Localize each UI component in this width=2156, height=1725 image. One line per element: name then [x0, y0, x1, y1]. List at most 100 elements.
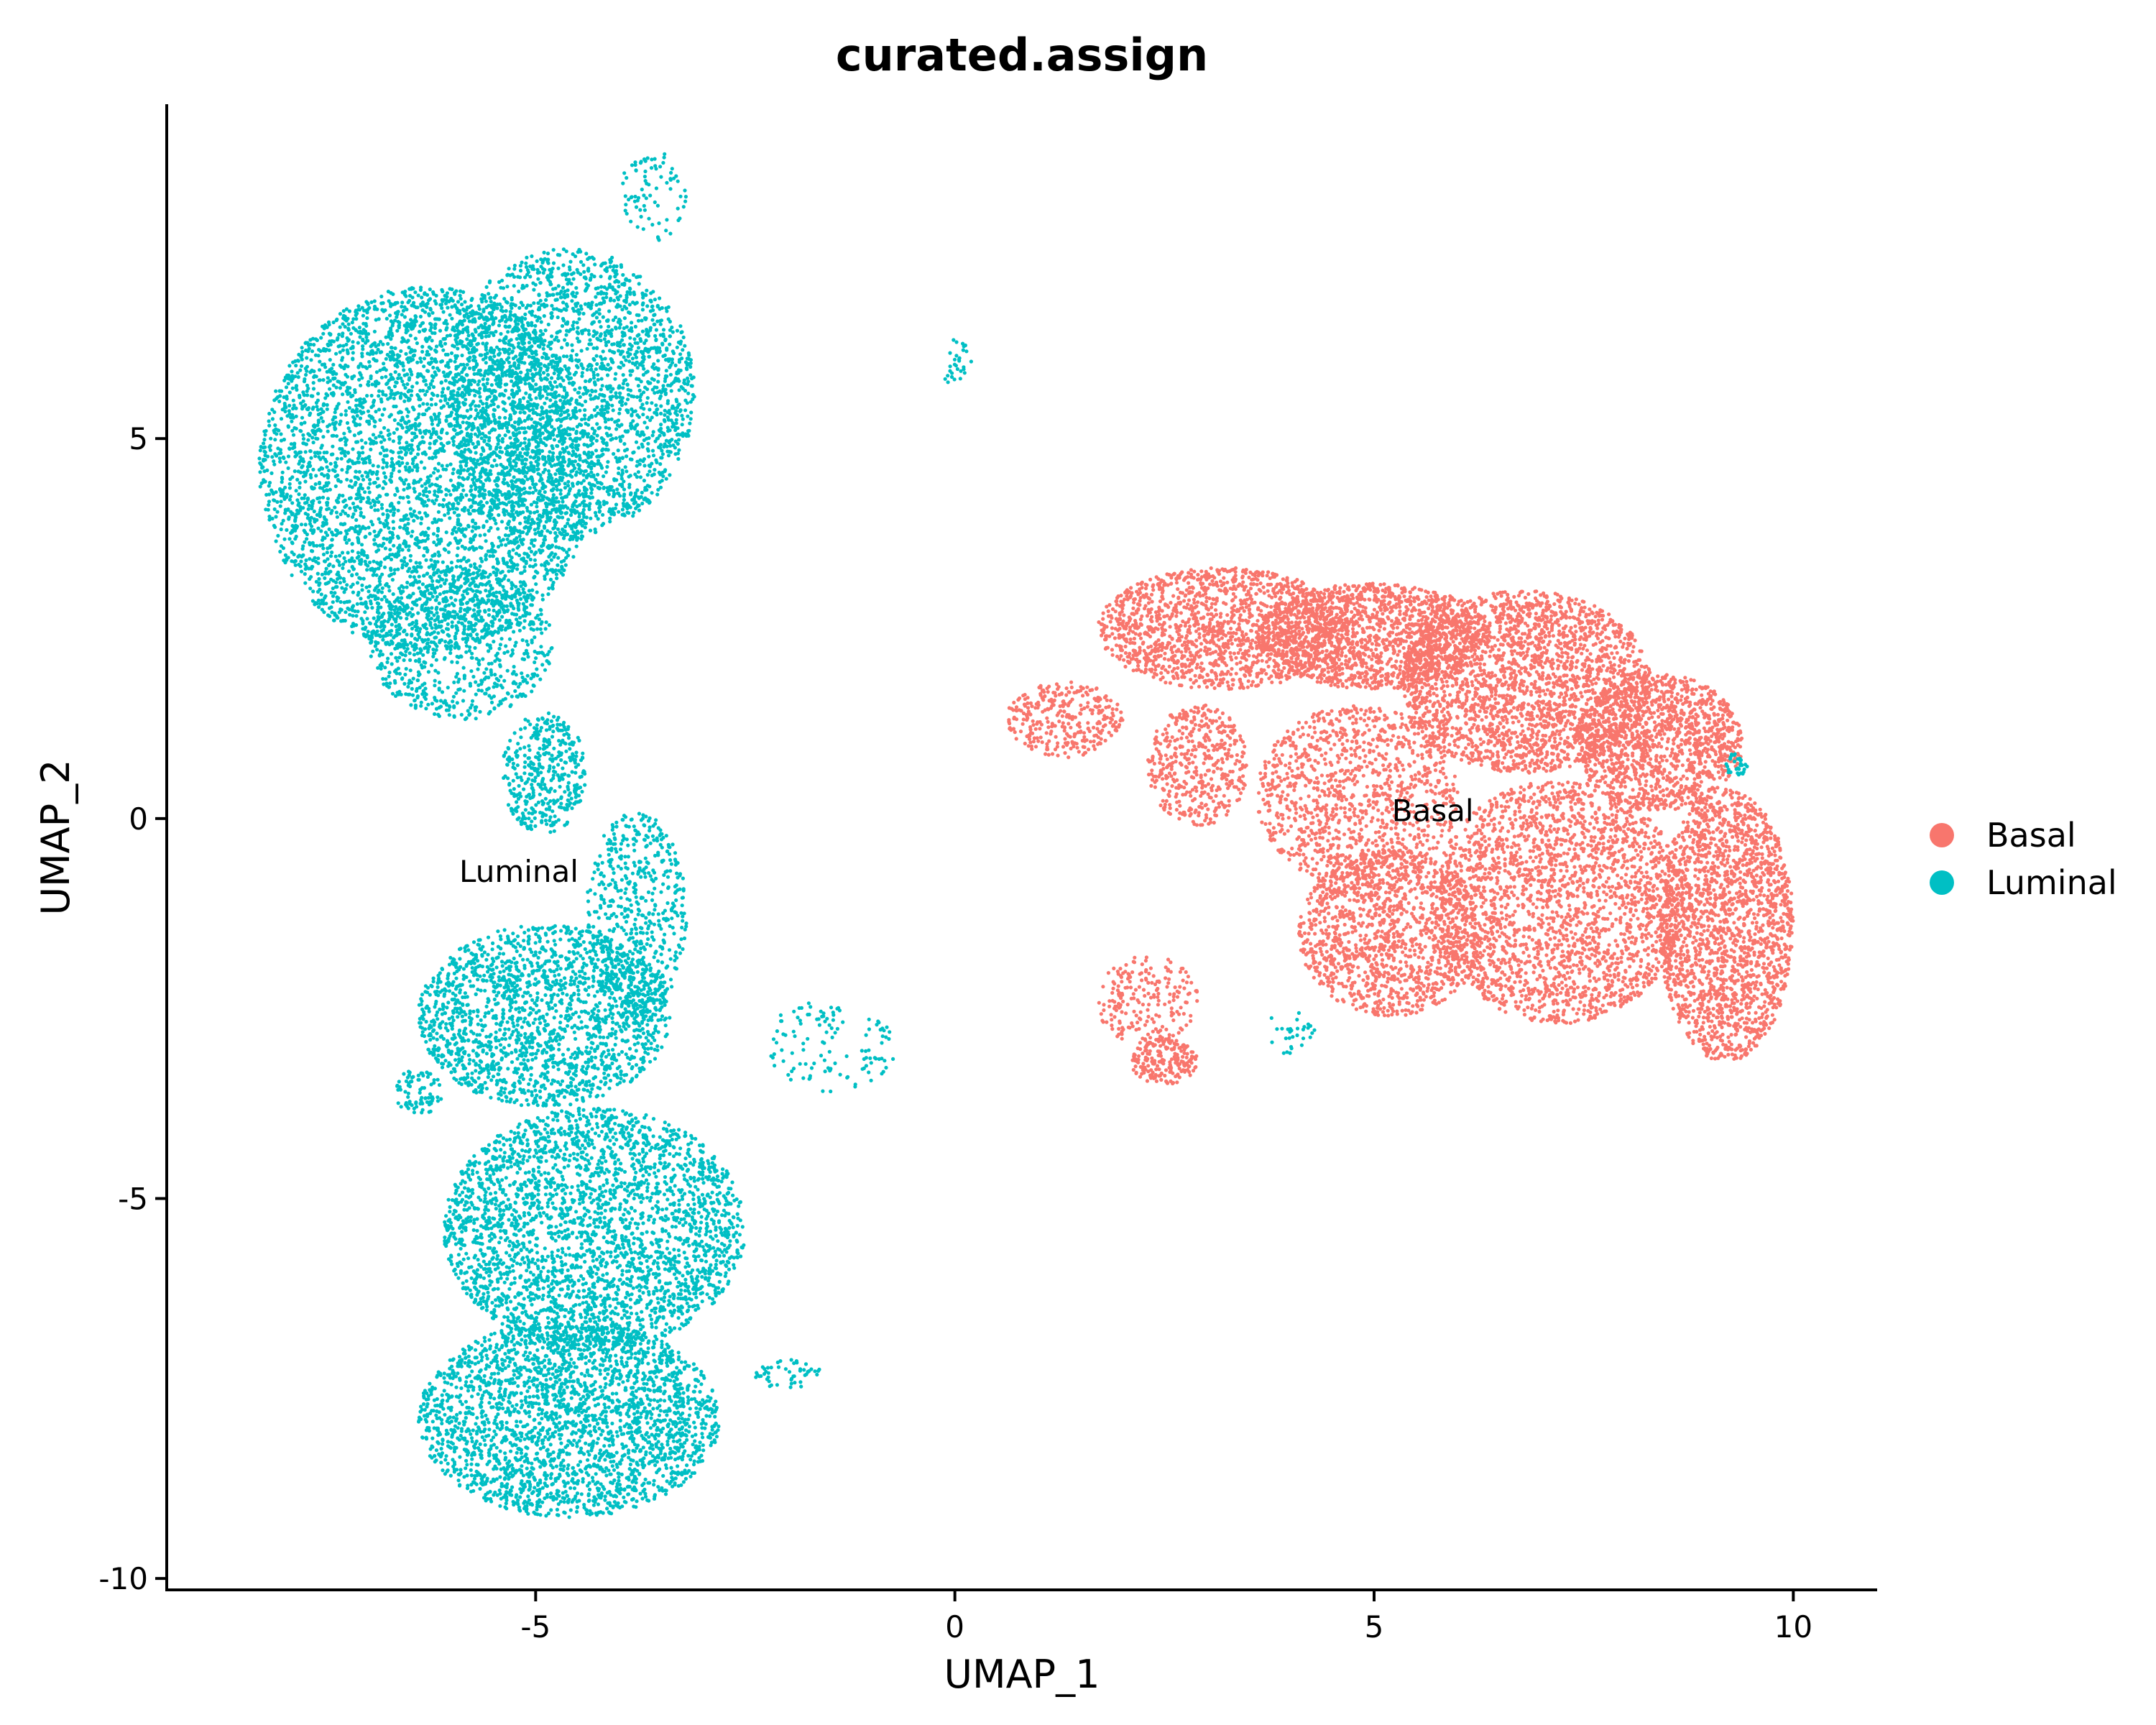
point	[1171, 674, 1176, 678]
point	[1376, 597, 1381, 602]
point	[1125, 591, 1130, 595]
point	[1542, 689, 1546, 693]
point	[1194, 650, 1199, 656]
point	[1447, 742, 1452, 747]
point	[1442, 714, 1446, 718]
point	[1248, 594, 1253, 598]
point	[1161, 579, 1166, 584]
point	[1559, 660, 1563, 664]
point	[1417, 608, 1422, 612]
point	[1244, 632, 1248, 637]
point	[1596, 677, 1600, 681]
point	[1269, 604, 1273, 610]
point	[1367, 617, 1371, 622]
point	[1337, 665, 1342, 669]
point	[1325, 589, 1330, 593]
point	[1562, 756, 1567, 760]
point	[1344, 678, 1348, 683]
point	[1266, 589, 1270, 593]
point	[1567, 697, 1572, 702]
point	[1380, 667, 1385, 671]
point	[1355, 640, 1360, 645]
point	[1404, 612, 1409, 617]
point	[1549, 617, 1553, 622]
point	[1248, 607, 1252, 612]
point	[1345, 617, 1349, 621]
point	[1577, 602, 1581, 607]
point	[1310, 629, 1314, 633]
point	[1291, 648, 1295, 652]
point	[1317, 628, 1322, 633]
point	[1524, 766, 1528, 770]
point	[1268, 576, 1272, 581]
point	[1292, 612, 1296, 617]
point	[1357, 676, 1361, 680]
point	[1496, 620, 1500, 625]
point	[1410, 614, 1414, 618]
point	[1350, 610, 1354, 615]
point	[1459, 758, 1464, 762]
point	[1215, 620, 1220, 625]
point	[1382, 582, 1386, 586]
point	[1457, 737, 1461, 741]
point	[1119, 594, 1123, 598]
point	[1418, 612, 1422, 617]
point	[1403, 587, 1407, 592]
point	[1528, 722, 1532, 727]
point	[1372, 673, 1376, 678]
point	[1365, 625, 1369, 630]
point	[1365, 678, 1370, 682]
point	[1352, 645, 1356, 650]
point	[1434, 686, 1439, 691]
point	[1429, 612, 1433, 616]
point	[1594, 681, 1598, 686]
point	[1541, 713, 1545, 718]
point	[1166, 670, 1170, 675]
point	[1558, 684, 1562, 688]
point	[1593, 604, 1597, 608]
point	[1162, 615, 1166, 619]
point	[1199, 601, 1204, 606]
point	[1154, 640, 1158, 645]
point	[1402, 686, 1406, 691]
point	[1556, 666, 1560, 671]
point	[1215, 596, 1219, 601]
point	[1288, 609, 1292, 614]
point	[1129, 586, 1133, 590]
point	[1394, 616, 1399, 620]
point	[1557, 623, 1561, 627]
point	[1554, 643, 1558, 648]
point	[1247, 603, 1251, 607]
point	[1276, 604, 1281, 608]
point	[1455, 620, 1460, 624]
point	[1194, 629, 1199, 633]
point	[1307, 643, 1312, 648]
point	[1470, 632, 1475, 638]
point	[1431, 686, 1435, 691]
point	[1284, 658, 1288, 663]
point	[1562, 630, 1566, 635]
point	[1119, 599, 1123, 604]
point	[1199, 586, 1204, 590]
point	[1348, 650, 1353, 655]
point	[1176, 666, 1180, 671]
point	[1520, 723, 1524, 728]
point	[1340, 653, 1344, 658]
point	[1245, 636, 1250, 640]
point	[1454, 636, 1458, 640]
point	[1519, 671, 1523, 676]
point	[1266, 664, 1271, 669]
point	[1480, 626, 1485, 630]
point	[1151, 583, 1156, 587]
point	[1473, 626, 1477, 630]
point	[1263, 619, 1268, 623]
point	[1455, 628, 1459, 633]
point	[1125, 655, 1130, 659]
point	[1330, 629, 1335, 633]
point	[1590, 682, 1595, 686]
point	[1299, 584, 1303, 588]
point	[1342, 589, 1346, 594]
point	[1464, 661, 1468, 666]
point	[1202, 648, 1207, 653]
point	[1228, 586, 1233, 591]
